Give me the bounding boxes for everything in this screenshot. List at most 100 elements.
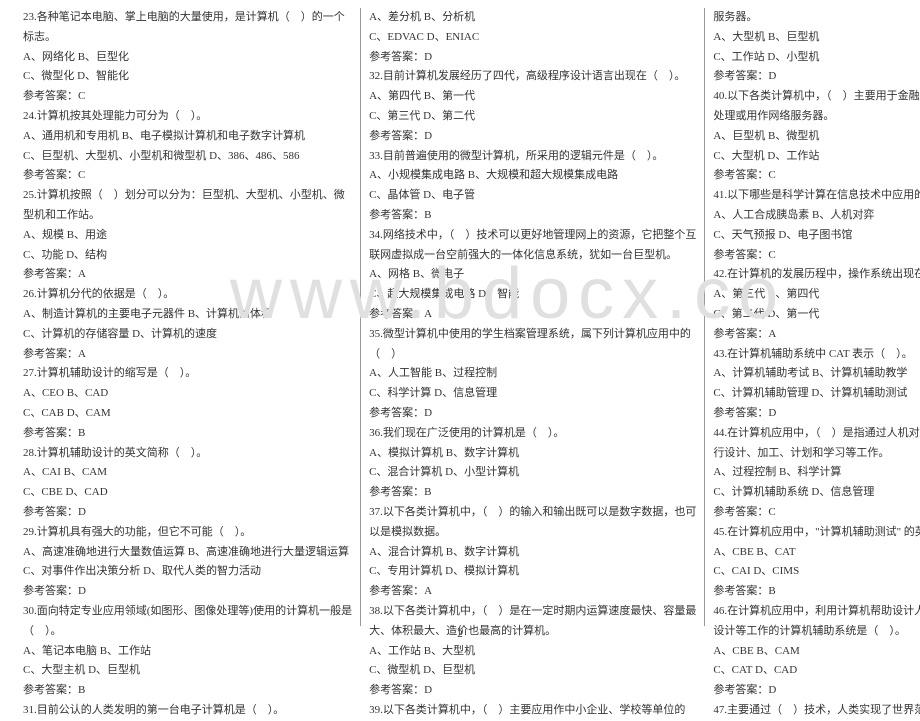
- text-line: 参考答案：D: [369, 404, 696, 424]
- text-line: 45.在计算机应用中，"计算机辅助测试" 的英文缩写是（ ）。: [713, 523, 920, 543]
- text-line: A、CAI B、CAM: [23, 463, 352, 483]
- column-1: 23.各种笔记本电脑、掌上电脑的大量使用，是计算机（ ）的一个标志。A、网络化 …: [15, 8, 361, 626]
- text-line: 23.各种笔记本电脑、掌上电脑的大量使用，是计算机（ ）的一个: [23, 8, 352, 28]
- text-line: 参考答案：B: [23, 681, 352, 701]
- text-line: 30.面向特定专业应用领域(如图形、图像处理等)使用的计算机一般是: [23, 602, 352, 622]
- text-line: 44.在计算机应用中，（ ）是指通过人机对话，使计算机辅助人们进: [713, 424, 920, 444]
- text-line: 大、体积最大、造价也最高的计算机。: [369, 622, 696, 642]
- text-line: 参考答案：D: [23, 503, 352, 523]
- text-line: A、人工合成胰岛素 B、人机对弈: [713, 206, 920, 226]
- text-line: 参考答案：D: [369, 681, 696, 701]
- text-line: 43.在计算机辅助系统中 CAT 表示（ ）。: [713, 345, 920, 365]
- text-line: 参考答案：D: [369, 48, 696, 68]
- text-line: A、过程控制 B、科学计算: [713, 463, 920, 483]
- text-line: 参考答案：C: [713, 503, 920, 523]
- text-line: A、笔记本电脑 B、工作站: [23, 642, 352, 662]
- text-line: 24.计算机按其处理能力可分为（ ）。: [23, 107, 352, 127]
- text-line: C、专用计算机 D、模拟计算机: [369, 562, 696, 582]
- document-page: 23.各种笔记本电脑、掌上电脑的大量使用，是计算机（ ）的一个标志。A、网络化 …: [0, 0, 920, 651]
- text-line: 31.目前公认的人类发明的第一台电子计算机是（ ）。: [23, 701, 352, 721]
- page-number: 2: [457, 625, 463, 645]
- text-line: C、EDVAC D、ENIAC: [369, 28, 696, 48]
- text-line: C、微型机 D、巨型机: [369, 661, 696, 681]
- text-line: C、超大规模集成电路 D、智能: [369, 285, 696, 305]
- text-line: 处理或用作网络服务器。: [713, 107, 920, 127]
- text-line: （ ）。: [23, 622, 352, 642]
- text-line: 47.主要通过（ ）技术，人类实现了世界范围的信息资源共享，世: [713, 701, 920, 721]
- text-line: A、CBE B、CAM: [713, 642, 920, 662]
- text-line: A、第三代 B、第四代: [713, 285, 920, 305]
- text-line: A、通用机和专用机 B、电子模拟计算机和电子数字计算机: [23, 127, 352, 147]
- column-3: 服务器。A、大型机 B、巨型机C、工作站 D、小型机参考答案：D40.以下各类计…: [705, 8, 920, 626]
- text-line: A、网格 B、微电子: [369, 265, 696, 285]
- text-line: C、CAT D、CAD: [713, 661, 920, 681]
- text-line: 标志。: [23, 28, 352, 48]
- text-line: 参考答案：A: [369, 305, 696, 325]
- text-line: A、差分机 B、分析机: [369, 8, 696, 28]
- text-line: A、小规模集成电路 B、大规模和超大规模集成电路: [369, 166, 696, 186]
- text-line: C、CAI D、CIMS: [713, 562, 920, 582]
- text-line: C、微型化 D、智能化: [23, 67, 352, 87]
- text-line: C、工作站 D、小型机: [713, 48, 920, 68]
- text-line: A、CEO B、CAD: [23, 384, 352, 404]
- text-line: 28.计算机辅助设计的英文简称（ ）。: [23, 444, 352, 464]
- text-line: C、CBE D、CAD: [23, 483, 352, 503]
- text-line: A、计算机辅助考试 B、计算机辅助教学: [713, 364, 920, 384]
- text-line: C、混合计算机 D、小型计算机: [369, 463, 696, 483]
- text-line: 参考答案：C: [23, 166, 352, 186]
- text-line: C、科学计算 D、信息管理: [369, 384, 696, 404]
- text-line: 参考答案：A: [23, 265, 352, 285]
- text-line: C、功能 D、结构: [23, 246, 352, 266]
- text-line: A、第四代 B、第一代: [369, 87, 696, 107]
- text-line: 26.计算机分代的依据是（ ）。: [23, 285, 352, 305]
- text-line: C、第二代 D、第一代: [713, 305, 920, 325]
- text-line: C、第三代 D、第二代: [369, 107, 696, 127]
- text-line: A、规模 B、用途: [23, 226, 352, 246]
- text-line: 32.目前计算机发展经历了四代，高级程序设计语言出现在（ ）。: [369, 67, 696, 87]
- text-line: C、晶体管 D、电子管: [369, 186, 696, 206]
- text-line: C、巨型机、大型机、小型机和微型机 D、386、486、586: [23, 147, 352, 167]
- text-line: 联网虚拟成一台空前强大的一体化信息系统，犹如一台巨型机。: [369, 246, 696, 266]
- text-line: 36.我们现在广泛使用的计算机是（ ）。: [369, 424, 696, 444]
- text-line: 行设计、加工、计划和学习等工作。: [713, 444, 920, 464]
- text-line: 参考答案：A: [713, 325, 920, 345]
- text-line: 参考答案：C: [713, 246, 920, 266]
- text-line: A、大型机 B、巨型机: [713, 28, 920, 48]
- text-line: 参考答案：D: [713, 681, 920, 701]
- text-line: 40.以下各类计算机中，（ ）主要用于金融、证券等大中型企业数据: [713, 87, 920, 107]
- text-line: 设计等工作的计算机辅助系统是（ ）。: [713, 622, 920, 642]
- text-line: A、混合计算机 B、数字计算机: [369, 543, 696, 563]
- text-line: 29.计算机具有强大的功能，但它不可能（ ）。: [23, 523, 352, 543]
- text-line: 参考答案：A: [23, 345, 352, 365]
- text-line: 25.计算机按照（ ）划分可以分为：巨型机、大型机、小型机、微: [23, 186, 352, 206]
- text-line: 以是模拟数据。: [369, 523, 696, 543]
- text-line: C、计算机的存储容量 D、计算机的速度: [23, 325, 352, 345]
- text-line: 参考答案：B: [23, 424, 352, 444]
- text-line: （ ）: [369, 345, 696, 365]
- text-line: 37.以下各类计算机中，（ ）的输入和输出既可以是数字数据，也可: [369, 503, 696, 523]
- column-2: A、差分机 B、分析机C、EDVAC D、ENIAC参考答案：D32.目前计算机…: [361, 8, 705, 626]
- text-line: C、天气预报 D、电子图书馆: [713, 226, 920, 246]
- text-line: A、巨型机 B、微型机: [713, 127, 920, 147]
- text-line: 34.网络技术中，（ ）技术可以更好地管理网上的资源，它把整个互: [369, 226, 696, 246]
- text-line: C、计算机辅助系统 D、信息管理: [713, 483, 920, 503]
- text-line: 参考答案：D: [713, 67, 920, 87]
- text-line: A、人工智能 B、过程控制: [369, 364, 696, 384]
- text-line: 型机和工作站。: [23, 206, 352, 226]
- text-line: 27.计算机辅助设计的缩写是（ ）。: [23, 364, 352, 384]
- text-line: C、大型主机 D、巨型机: [23, 661, 352, 681]
- text-line: A、工作站 B、大型机: [369, 642, 696, 662]
- text-line: 46.在计算机应用中，利用计算机帮助设计人员进行产品设计和工程: [713, 602, 920, 622]
- text-line: 参考答案：D: [23, 582, 352, 602]
- text-line: 38.以下各类计算机中，（ ）是在一定时期内运算速度最快、容量最: [369, 602, 696, 622]
- text-line: 41.以下哪些是科学计算在信息技术中应用的最直接体现（ ）。: [713, 186, 920, 206]
- text-line: 39.以下各类计算机中，（ ）主要应用作中小企业、学校等单位的: [369, 701, 696, 721]
- text-line: 服务器。: [713, 8, 920, 28]
- text-line: 参考答案：D: [369, 127, 696, 147]
- text-line: 42.在计算机的发展历程中，操作系统出现在（ ）。: [713, 265, 920, 285]
- text-line: 35.微型计算机中使用的学生档案管理系统，属下列计算机应用中的: [369, 325, 696, 345]
- text-line: A、模拟计算机 B、数字计算机: [369, 444, 696, 464]
- text-line: A、CBE B、CAT: [713, 543, 920, 563]
- text-line: 参考答案：A: [369, 582, 696, 602]
- text-line: C、CAB D、CAM: [23, 404, 352, 424]
